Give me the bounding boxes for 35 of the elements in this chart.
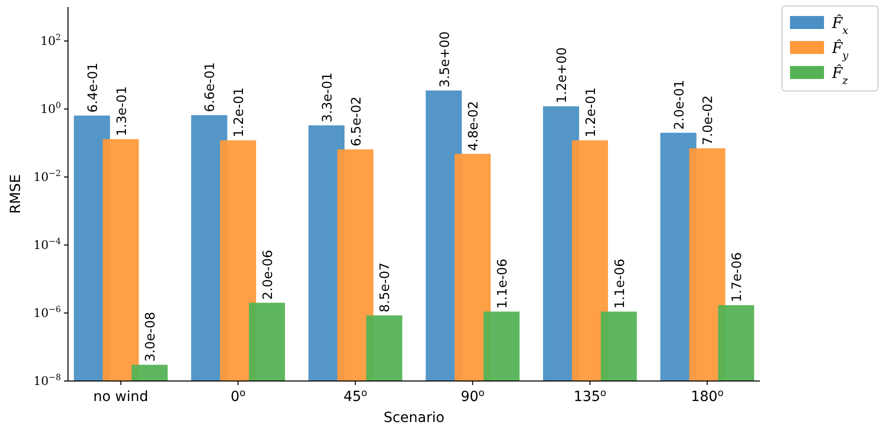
data-label: 2.0e-06: [260, 250, 276, 300]
data-label: 3.3e-01: [320, 72, 336, 122]
y-axis-title: RMSE: [8, 174, 24, 214]
x-tick-label: no wind: [93, 389, 148, 405]
data-label: 1.2e-01: [232, 87, 248, 138]
y-tick-label: 10$^{−6}$: [33, 304, 61, 320]
data-label: 1.2e+00: [555, 47, 570, 104]
data-label: 3.5e+00: [438, 31, 453, 88]
data-label: 1.1e-06: [496, 258, 511, 309]
x-axis-title: Scenario: [384, 410, 444, 426]
y-tick-label: 10$^{−8}$: [33, 372, 61, 388]
data-label: 2.0e-01: [672, 80, 688, 130]
legend-label: F̂$_{z}$: [831, 63, 848, 87]
data-label: 3.0e-08: [144, 312, 159, 362]
data-label: 6.6e-01: [203, 62, 218, 112]
x-tick-label: 45$^{o}$: [343, 388, 368, 405]
data-label: 1.3e-01: [114, 86, 130, 136]
x-tick-label: 135$^{o}$: [574, 388, 606, 405]
data-label: 7.0e-02: [701, 95, 716, 146]
data-label: 6.4e-01: [86, 62, 101, 113]
y-tick-label: 10$^{0}$: [40, 100, 61, 116]
y-tick-label: 10$^{2}$: [40, 32, 61, 48]
y-tick-label: 10$^{−4}$: [33, 236, 61, 252]
data-label: 1.1e-06: [612, 258, 628, 309]
x-tick-label: 0$^{o}$: [230, 388, 246, 405]
legend-label: F̂$_{y}$: [831, 38, 850, 62]
data-label: 1.7e-06: [730, 252, 746, 302]
x-tick-label: 180$^{o}$: [690, 388, 724, 405]
x-tick-label: 90$^{o}$: [460, 388, 485, 405]
data-label: 8.5e-07: [378, 262, 394, 312]
data-label: 4.8e-02: [466, 100, 482, 151]
legend-label: F̂$_{x}$: [831, 13, 848, 37]
data-label: 1.2e-01: [584, 87, 599, 138]
y-tick-label: 10$^{−2}$: [33, 168, 61, 184]
data-label: 6.5e-02: [349, 96, 364, 146]
